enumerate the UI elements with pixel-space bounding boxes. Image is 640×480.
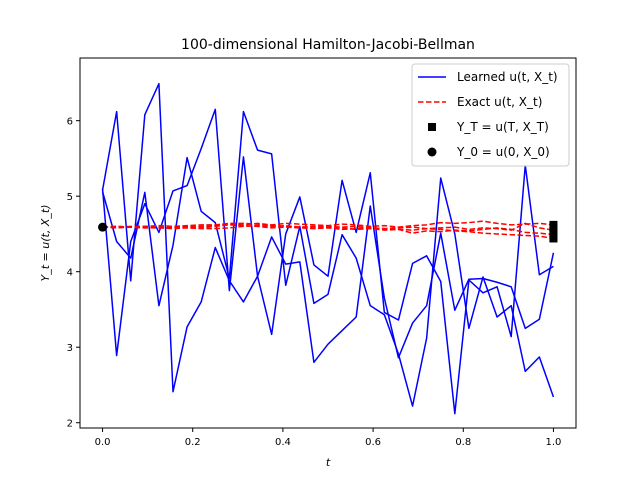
legend: Learned u(t, X_t) Exact u(t, X_t) Y_T = … [411, 63, 570, 167]
terminal-marker-7 [549, 234, 558, 243]
y-tick-label: 3 [67, 343, 73, 354]
y-axis-label: Y_t = u(t, X_t) [39, 205, 52, 282]
x-tick-label: 0.6 [365, 437, 381, 448]
x-axis-label: t [326, 456, 331, 469]
legend-box [411, 63, 570, 167]
y-tick-label: 2 [67, 419, 73, 430]
initial-marker [98, 222, 108, 232]
exact-series-line-6 [102, 224, 554, 240]
y-axis-ticks: 2 3 4 5 6 [67, 117, 80, 430]
learned-series-line-3 [101, 110, 555, 407]
x-axis-ticks: 0.0 0.2 0.4 0.6 0.8 1.0 [95, 428, 562, 448]
legend-learned-label: Learned u(t, X_t) [457, 70, 558, 84]
legend-initial-swatch [427, 147, 437, 157]
x-tick-label: 1.0 [546, 437, 562, 448]
plot-frame [79, 57, 577, 429]
x-tick-label: 0.8 [455, 437, 471, 448]
x-tick-label: 0.0 [95, 437, 111, 448]
exact-series-line-4 [102, 220, 554, 229]
legend-terminal-label: Y_T = u(T, X_T) [456, 120, 549, 134]
series-layer [101, 82, 555, 415]
y-tick-label: 4 [67, 268, 73, 279]
y-tick-label: 5 [67, 192, 73, 203]
legend-exact-label: Exact u(t, X_t) [457, 95, 542, 109]
marker-layer [98, 220, 558, 243]
chart-title: 100-dimensional Hamilton-Jacobi-Bellman [181, 37, 475, 53]
exact-series-line-7 [102, 224, 554, 236]
learned-series-line-1 [101, 82, 555, 393]
x-tick-label: 0.4 [275, 437, 291, 448]
legend-terminal-swatch [428, 123, 436, 131]
y-tick-label: 6 [67, 117, 73, 128]
legend-initial-label: Y_0 = u(0, X_0) [456, 145, 550, 159]
x-tick-label: 0.2 [185, 437, 201, 448]
learned-series-line-2 [101, 108, 554, 415]
